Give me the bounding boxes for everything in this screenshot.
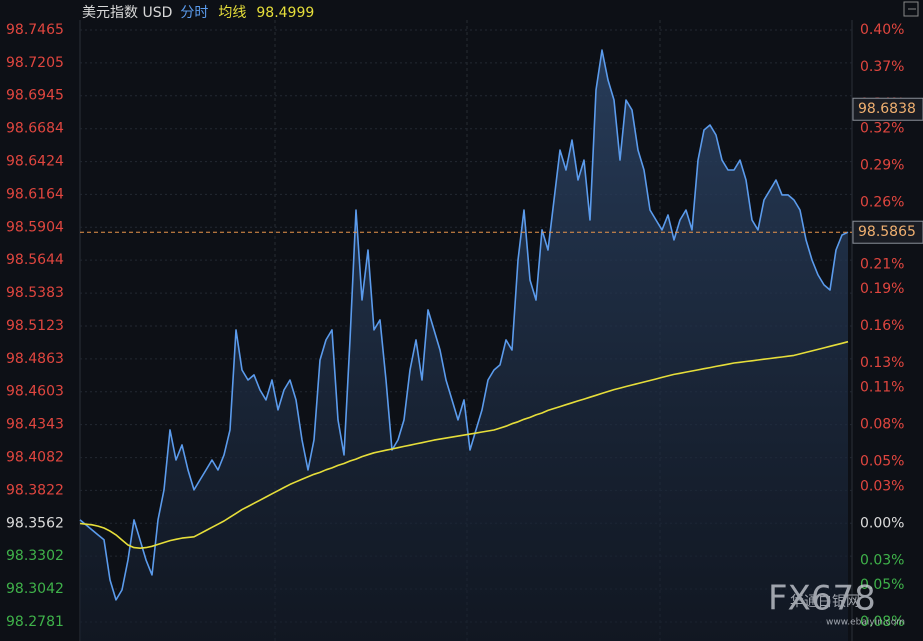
current-price-box <box>852 220 923 244</box>
average-line <box>79 340 849 549</box>
y2-tick-label: 0.00% <box>860 515 904 531</box>
y-tick-label: 98.4863 <box>6 351 64 367</box>
y2-tick-label: 0.03% <box>860 478 904 494</box>
y-tick-label: 98.6164 <box>6 186 64 202</box>
y-tick-label: 98.4082 <box>6 450 64 466</box>
average-value: 98.4999 <box>256 5 314 21</box>
toolbar-icon[interactable] <box>903 1 919 17</box>
y2-tick-label: 0.21% <box>860 256 904 272</box>
y-tick-label: 98.6684 <box>6 121 64 137</box>
watermark-logo: FX678 <box>768 579 876 619</box>
y-tick-label: 98.5904 <box>6 219 64 235</box>
watermark-url: www.ebaiyin.com <box>826 618 905 628</box>
y2-tick-label: 0.29% <box>860 158 904 174</box>
header: 美元指数 USD 分时 均线 98.4999 <box>82 5 314 21</box>
annotation-price: 98.6838 <box>858 101 916 117</box>
y2-tick-label: 0.13% <box>860 355 904 371</box>
y2-tick-label: 0.40% <box>860 22 904 38</box>
y-tick-label: 98.7465 <box>6 22 64 38</box>
y2-tick-label: 0.16% <box>860 318 904 334</box>
y-tick-label: 98.7205 <box>6 55 64 71</box>
price-line <box>79 49 849 601</box>
y-tick-label: 98.5644 <box>6 252 64 268</box>
y-tick-label: 98.6424 <box>6 154 64 170</box>
price-labels: 98.6838 98.5865 <box>80 97 923 244</box>
axes: 98.7465 98.7205 98.6945 98.6684 98.6424 98.61… <box>6 22 904 630</box>
y-tick-label: 98.3302 <box>6 548 64 564</box>
y2-tick-label: 0.11% <box>860 380 904 396</box>
y-tick-label: 98.4603 <box>6 384 64 400</box>
legend-entry: 均线 <box>218 5 246 21</box>
y-tick-label: 98.3562 <box>6 515 64 531</box>
y-tick-label: 98.5383 <box>6 285 64 301</box>
current-price: 98.5865 <box>858 224 916 240</box>
chart-title: 美元指数 USD <box>82 5 172 21</box>
y-tick-label: 98.4343 <box>6 417 64 433</box>
icon-frame[interactable] <box>903 1 919 17</box>
watermark-site: 华通白银网 <box>790 594 860 610</box>
plot <box>79 49 849 641</box>
legend-entry: 分时 <box>180 5 208 21</box>
y2-tick-label: 0.08% <box>860 614 904 630</box>
y2-tick-label: 0.05% <box>860 577 904 593</box>
y-tick-label: 98.2781 <box>6 614 64 630</box>
y2-tick-label: 0.08% <box>860 417 904 433</box>
annotation-price-box <box>852 97 923 121</box>
y2-tick-label: 0.19% <box>860 281 904 297</box>
y-tick-label: 98.3822 <box>6 482 64 498</box>
y-tick-label: 98.5123 <box>6 318 64 334</box>
y2-tick-label: 0.32% <box>860 121 904 137</box>
watermark: FX678 华通白银网 www.ebaiyin.com <box>768 579 905 628</box>
y2-tick-label: 0.26% <box>860 195 904 211</box>
y2-tick-label: 0.03% <box>860 552 904 568</box>
y2-tick-label: 0.37% <box>860 59 904 75</box>
y-tick-label: 98.3042 <box>6 581 64 597</box>
y-tick-label: 98.6945 <box>6 88 64 104</box>
y2-tick-label: 0.05% <box>860 454 904 470</box>
